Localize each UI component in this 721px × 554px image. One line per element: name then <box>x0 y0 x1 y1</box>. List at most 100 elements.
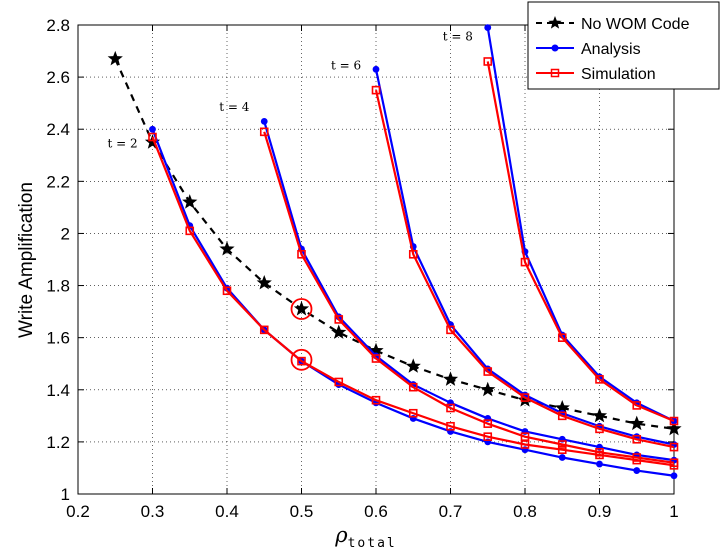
data-point-square <box>520 257 530 267</box>
highlight-circle <box>290 348 313 371</box>
data-point-star <box>591 407 608 423</box>
data-point-square <box>408 408 418 418</box>
data-point-circle <box>670 472 678 480</box>
data-point-square <box>595 448 604 457</box>
data-point-square <box>632 401 642 410</box>
data-point-circle <box>260 118 268 125</box>
series-simulation-t-8 <box>483 57 679 426</box>
series-simulation-t-6 <box>371 85 679 452</box>
t-label: t = 6 <box>331 58 361 72</box>
data-point-square <box>446 325 455 335</box>
series-line <box>114 58 675 430</box>
data-point-square <box>483 419 493 428</box>
x-tick-label: 1 <box>669 502 678 521</box>
data-point-square <box>297 249 306 259</box>
data-point-star <box>144 134 161 149</box>
data-point-square <box>595 375 604 384</box>
series-line <box>263 121 675 462</box>
legend-item-analysis: Analysis <box>536 41 641 58</box>
data-point-square <box>557 440 567 449</box>
series-layer <box>107 24 682 480</box>
data-point-square <box>483 432 493 441</box>
data-point-square <box>371 354 381 363</box>
data-point-square <box>669 442 679 452</box>
data-point-square <box>520 440 530 449</box>
legend-simulation-marker <box>550 68 560 78</box>
data-point-circle <box>484 24 492 32</box>
data-point-square <box>557 333 567 342</box>
plot-area <box>77 24 675 495</box>
y-tick-label: 1 <box>61 485 70 504</box>
data-point-square <box>669 416 679 426</box>
x-tick-label: 0.6 <box>364 502 388 521</box>
data-point-star <box>517 392 533 407</box>
data-point-square <box>632 453 642 462</box>
data-point-square <box>259 325 269 335</box>
x-tick-label: 0.4 <box>215 502 239 521</box>
legend-box <box>527 1 720 90</box>
data-point-square <box>669 458 679 468</box>
series-line <box>263 131 675 464</box>
data-point-square <box>557 445 567 455</box>
data-point-star <box>293 301 310 316</box>
data-point-square <box>222 286 232 296</box>
data-point-star <box>666 420 682 436</box>
y-tick-label: 2.6 <box>46 68 70 87</box>
x-tick-label: 0.7 <box>439 502 463 521</box>
data-point-square <box>371 395 381 405</box>
data-point-star <box>405 358 421 373</box>
highlight-circle <box>290 298 313 320</box>
data-point-square <box>334 315 344 324</box>
data-point-star <box>182 194 198 209</box>
x-tick-label: 0.5 <box>290 502 314 521</box>
data-point-circle <box>149 125 156 133</box>
data-point-square <box>520 393 530 402</box>
legend: No WOM Code Analysis Simulation <box>527 1 720 90</box>
legend-analysis-marker <box>551 44 559 52</box>
data-point-square <box>408 249 418 259</box>
series-line <box>486 61 675 423</box>
y-tick-label: 2.4 <box>46 120 70 139</box>
data-point-square <box>446 403 455 413</box>
data-point-square <box>259 127 269 137</box>
data-point-star <box>256 274 272 290</box>
x-axis-label-subscript: total <box>348 536 397 551</box>
data-point-square <box>595 424 604 434</box>
legend-label-simulation: Simulation <box>581 66 656 83</box>
data-point-star <box>219 241 235 256</box>
data-point-star <box>480 381 496 397</box>
x-tick-label: 0.9 <box>588 502 612 521</box>
t-labels: t = 2 t = 4 t = 6 t = 8 <box>107 30 472 151</box>
series-simulation-t-4 <box>259 127 679 468</box>
x-tick-label: 0.2 <box>66 502 90 521</box>
x-axis-label-symbol: ρ <box>334 523 348 547</box>
legend-star-marker <box>548 16 562 29</box>
data-point-star <box>554 400 570 415</box>
data-point-square <box>632 434 642 444</box>
legend-item-simulation: Simulation <box>536 66 656 83</box>
y-tick-label: 1.2 <box>46 433 70 452</box>
data-point-circle <box>558 454 566 461</box>
data-point-square <box>185 226 195 236</box>
data-point-square <box>371 85 381 95</box>
data-point-square <box>446 421 455 431</box>
data-point-square <box>334 377 344 387</box>
data-point-square <box>148 132 157 142</box>
x-tick-label: 0.8 <box>513 502 537 521</box>
highlight-layer <box>290 298 313 371</box>
y-tick-label: 2 <box>61 224 70 243</box>
y-tick-label: 1.4 <box>46 381 70 400</box>
data-point-star <box>442 371 459 386</box>
axis-ticks: 0.2 0.3 0.4 0.5 0.6 0.7 0.8 0.9 1 1 1.2 1.4 1.6 1.8 2 2… <box>46 16 678 521</box>
data-point-star <box>629 415 645 431</box>
data-point-circle <box>372 65 380 73</box>
data-point-square <box>520 432 530 441</box>
y-tick-label: 2.2 <box>46 172 70 191</box>
series-line <box>486 27 675 423</box>
t-label: t = 2 <box>107 136 137 150</box>
x-axis-label: ρtotal <box>334 523 397 551</box>
series-line <box>374 89 675 449</box>
y-tick-label: 1.6 <box>46 329 70 348</box>
y-tick-label: 2.8 <box>46 16 70 35</box>
